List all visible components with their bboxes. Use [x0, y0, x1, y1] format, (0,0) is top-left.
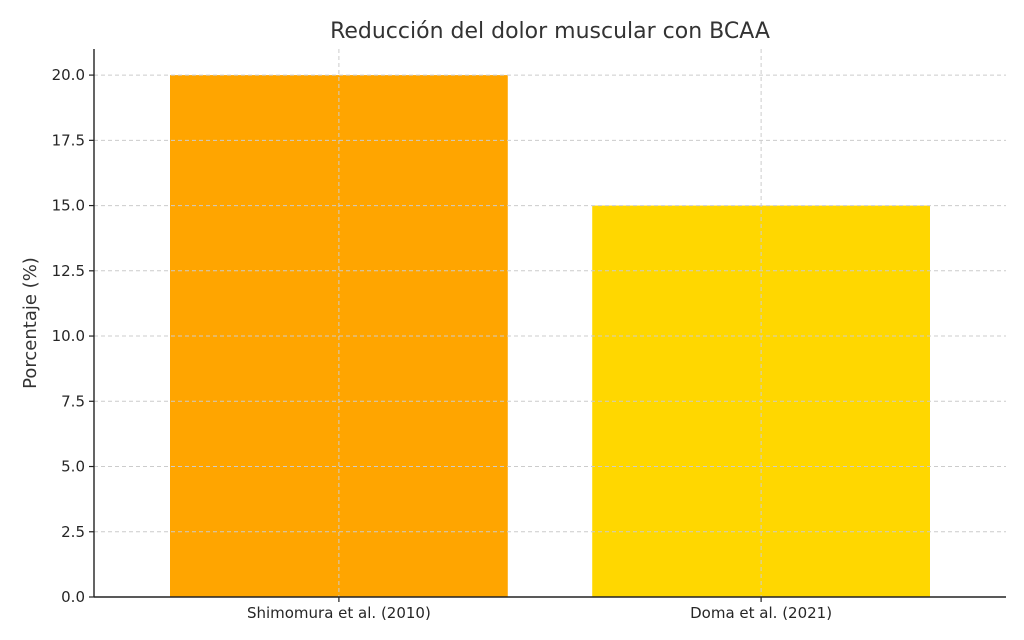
y-tick-label: 5.0	[61, 458, 85, 476]
y-tick-label: 0.0	[61, 588, 85, 606]
y-tick-label: 15.0	[52, 197, 85, 215]
y-tick-label: 12.5	[52, 262, 85, 280]
y-tick-label: 20.0	[52, 66, 85, 84]
y-axis-label: Porcentaje (%)	[20, 257, 41, 389]
x-axis-ticks: Shimomura et al. (2010) Doma et al. (2021…	[247, 597, 832, 622]
y-axis-ticks: 0.0 2.5 5.0 7.5 10.0 12.5 15.0 17.5 20.0	[52, 66, 94, 606]
x-tick-label: Shimomura et al. (2010)	[247, 604, 431, 622]
y-tick-label: 10.0	[52, 327, 85, 345]
axes	[93, 49, 1006, 598]
y-tick-label: 17.5	[52, 131, 85, 149]
chart-title: Reducción del dolor muscular con BCAA	[330, 19, 770, 44]
y-tick-label: 2.5	[61, 523, 85, 541]
x-tick-label: Doma et al. (2021)	[690, 604, 832, 622]
y-tick-label: 7.5	[61, 392, 85, 410]
